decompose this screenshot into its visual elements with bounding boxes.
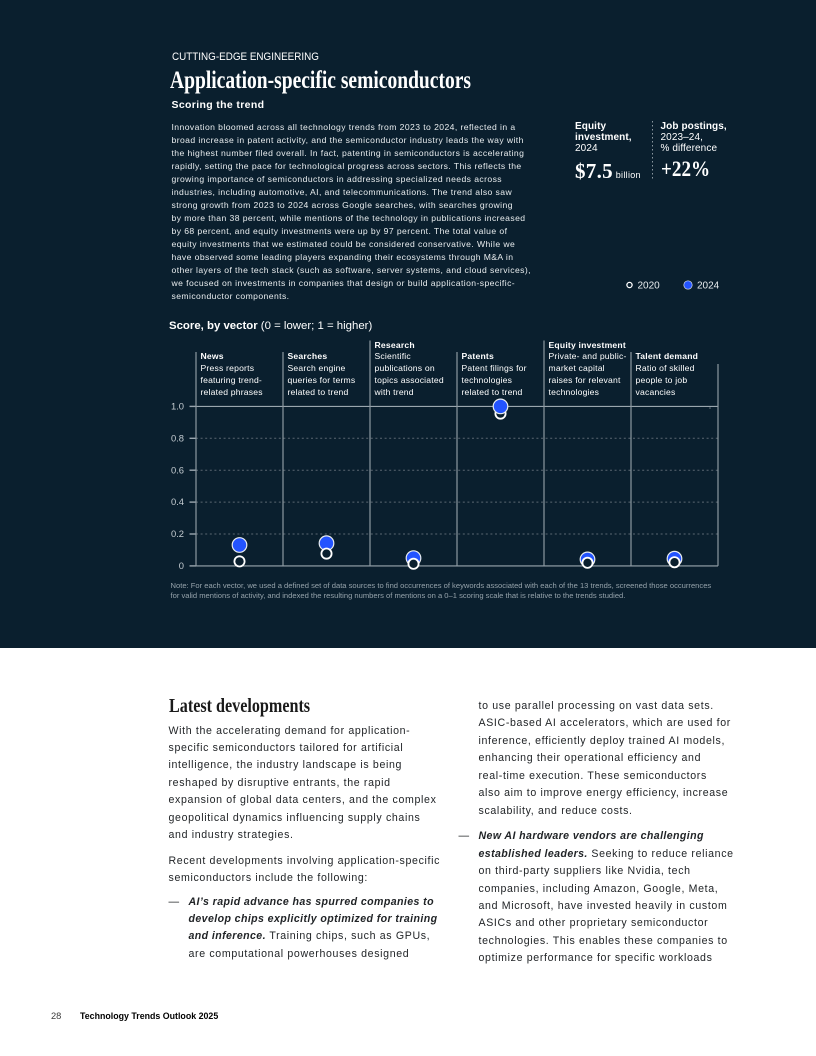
svg-text:0.6: 0.6 [171, 464, 184, 475]
svg-text:1.0: 1.0 [171, 401, 184, 412]
svg-text:0.4: 0.4 [171, 496, 184, 507]
svg-text:0.8: 0.8 [171, 432, 184, 443]
svg-text:0.2: 0.2 [171, 528, 184, 539]
svg-text:2020: 2020 [638, 281, 661, 292]
svg-text:0: 0 [179, 560, 184, 571]
svg-text:2024: 2024 [697, 281, 720, 292]
